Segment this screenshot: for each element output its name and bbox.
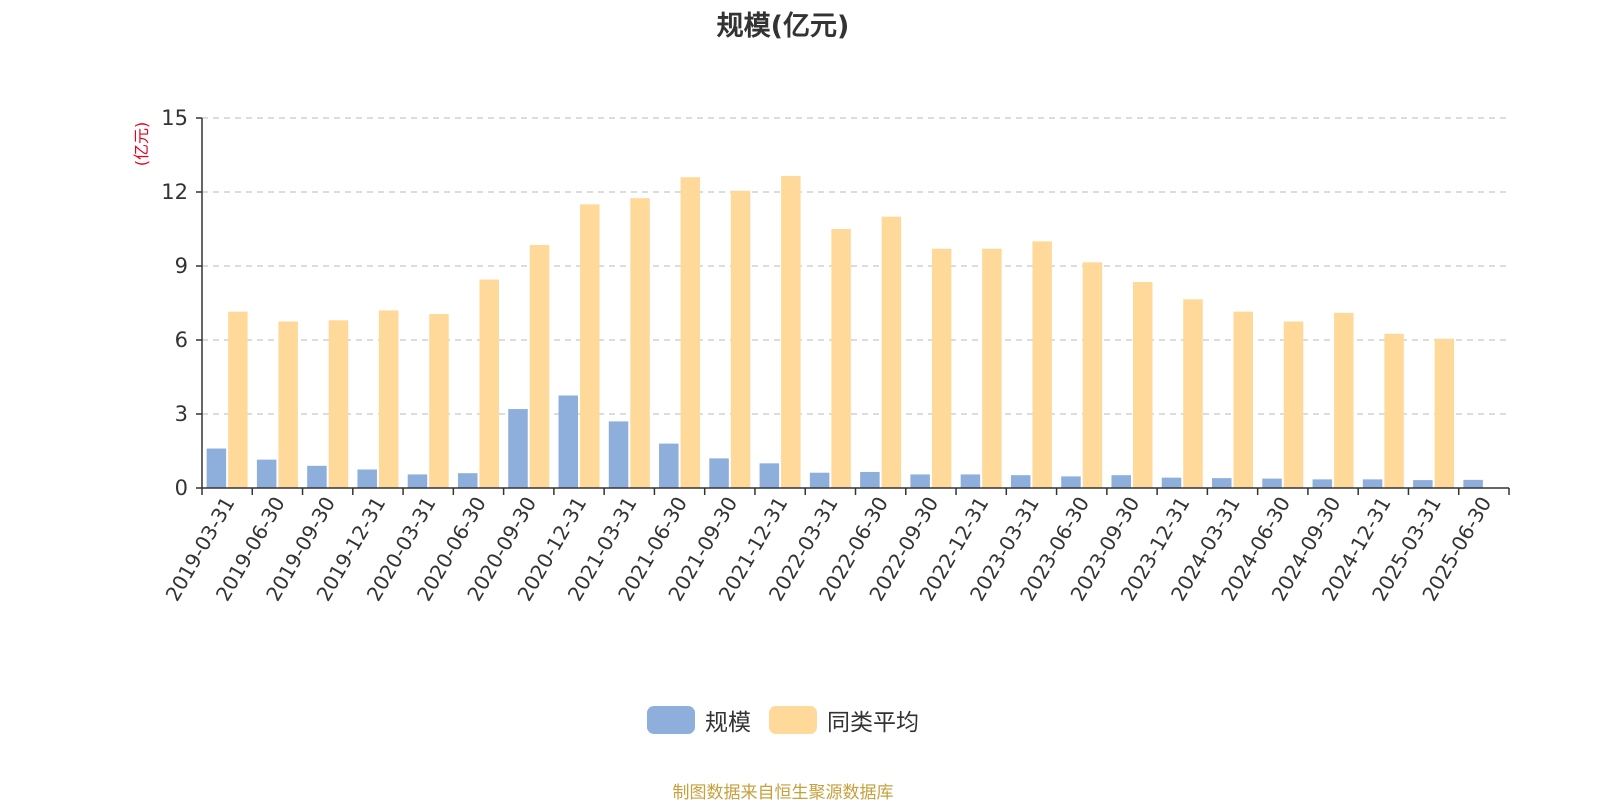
y-axis-label: (亿元) <box>132 122 151 167</box>
bar-category-average <box>580 204 600 489</box>
bar-category-average <box>1082 262 1103 488</box>
bar-category-average <box>1434 338 1455 488</box>
bar-category-average <box>529 245 550 488</box>
bar-category-average <box>680 177 701 488</box>
bar-category-average <box>1283 321 1304 488</box>
bar-scale <box>1111 475 1131 488</box>
bar-category-average <box>831 229 851 488</box>
bar-category-average <box>881 216 902 488</box>
bar-category-average <box>1183 299 1203 488</box>
bar-scale <box>256 459 277 488</box>
bar-category-average <box>278 321 298 488</box>
bar-scale <box>1161 477 1182 488</box>
bar-category-average <box>429 314 449 488</box>
bar-category-average <box>931 248 952 488</box>
bar-scale <box>407 474 428 488</box>
bar-category-average <box>228 311 248 488</box>
bar-scale <box>1061 476 1081 488</box>
bar-scale <box>960 474 981 488</box>
source-note: 制图数据来自恒生聚源数据库 <box>672 783 894 803</box>
bar-scale <box>910 474 930 488</box>
bar-chart: 036912152019-03-312019-06-302019-09-3020… <box>132 106 1510 605</box>
bar-scale <box>1463 479 1483 488</box>
bar-category-average <box>1233 311 1254 488</box>
bar-category-average <box>328 320 349 488</box>
legend-swatch-category-average <box>769 706 817 734</box>
bar-category-average <box>630 198 650 488</box>
legend-item-scale[interactable]: 规模 <box>647 703 751 737</box>
bar-scale <box>809 472 830 488</box>
bar-scale <box>1010 475 1031 488</box>
bar-scale <box>508 409 528 488</box>
y-tick-label: 9 <box>175 254 188 278</box>
bar-scale <box>307 465 327 488</box>
chart-title: 规模(亿元) <box>716 11 850 42</box>
y-tick-label: 15 <box>161 106 188 130</box>
bar-category-average <box>378 310 399 488</box>
bar-scale <box>860 471 880 488</box>
bar-category-average <box>1132 282 1153 488</box>
bars <box>206 175 1483 489</box>
legend-label-category-average: 同类平均 <box>827 710 919 736</box>
bar-scale <box>1312 479 1333 488</box>
legend-item-category-average[interactable]: 同类平均 <box>769 703 919 737</box>
y-tick-label: 3 <box>175 402 188 426</box>
bar-scale <box>206 448 227 488</box>
bar-scale <box>1212 478 1232 488</box>
bar-category-average <box>982 248 1002 488</box>
bar-category-average <box>730 190 751 488</box>
bar-scale <box>457 473 478 488</box>
legend-label-scale: 规模 <box>705 710 751 736</box>
bar-scale <box>357 469 377 488</box>
bar-scale <box>558 395 579 488</box>
bar-category-average <box>1334 312 1354 488</box>
bar-scale <box>709 458 729 488</box>
bar-category-average <box>1032 241 1052 488</box>
bar-scale <box>1362 479 1383 488</box>
bar-scale <box>759 463 780 488</box>
bar-scale <box>659 443 679 488</box>
y-tick-label: 12 <box>161 180 188 204</box>
bar-category-average <box>781 175 801 488</box>
y-tick-label: 6 <box>175 328 188 352</box>
legend: 规模 同类平均 <box>0 703 1566 737</box>
y-tick-label: 0 <box>175 476 188 500</box>
bar-scale <box>1413 480 1433 488</box>
bar-category-average <box>479 279 499 488</box>
bar-category-average <box>1384 333 1404 488</box>
legend-swatch-scale <box>647 706 695 734</box>
bar-scale <box>608 421 629 488</box>
bar-scale <box>1262 478 1282 488</box>
